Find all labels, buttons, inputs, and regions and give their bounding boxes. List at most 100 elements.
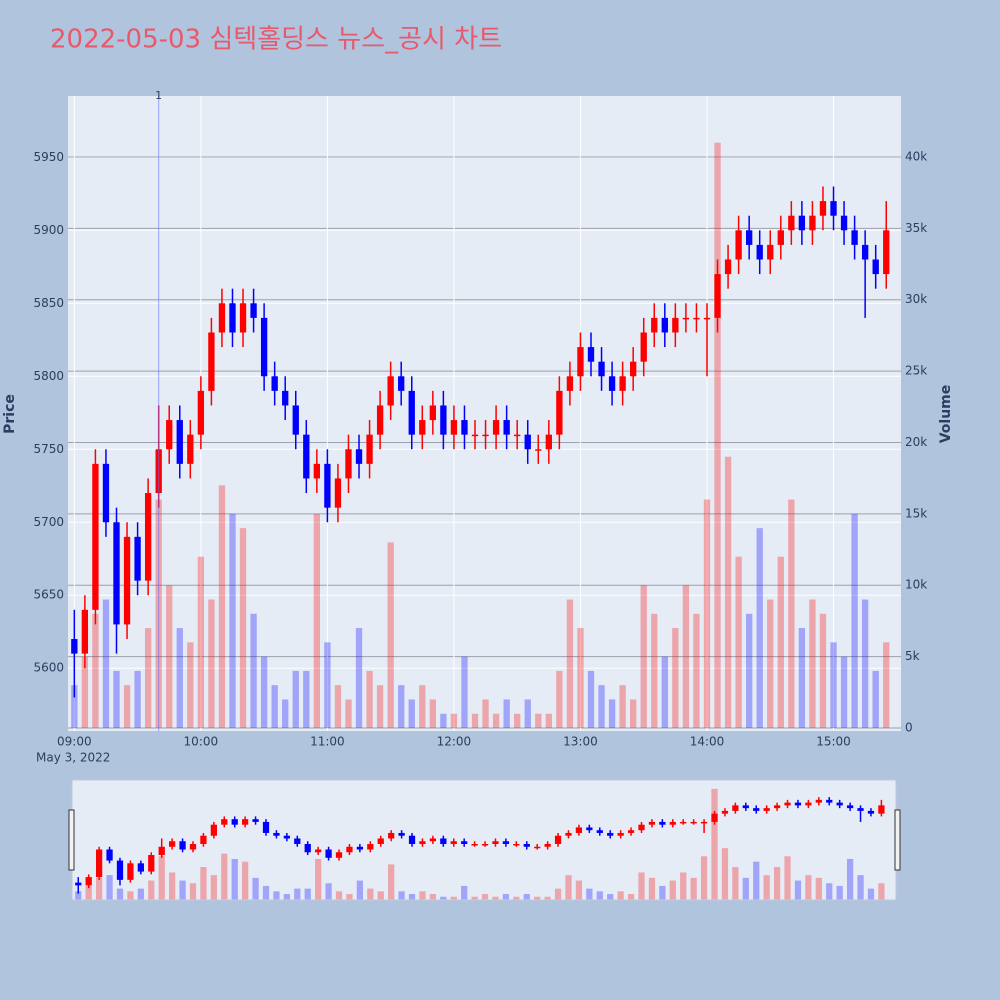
candle-body [92,463,99,610]
candle-body [450,841,457,844]
volume-bar [334,685,342,729]
volume-bar [545,713,552,729]
x-tick-label: 11:00 [310,735,345,749]
y-tick-label: 5650 [33,588,64,602]
candle-body [356,846,364,850]
volume-bar [471,713,479,729]
candle-body [700,821,708,824]
y2-tick-label: 15k [905,506,927,520]
slider-handle[interactable] [68,809,75,871]
candle-body [732,805,739,811]
candle-body [840,215,848,231]
volume-bar [355,628,363,729]
candle-body [231,819,238,825]
candle-body [492,420,500,435]
candle-body [846,805,854,809]
candle-body [661,317,668,333]
volume-bar [794,880,802,900]
volume-bar [756,528,763,729]
volume-bar [672,628,679,729]
volume-bar [440,713,447,729]
volume-bar [809,599,816,729]
volume-bar [273,891,280,900]
y-tick-label: 5750 [33,442,64,456]
volume-bar [617,891,624,900]
candle-body [200,835,207,844]
candle-body [334,478,342,508]
slider-handle[interactable] [894,809,901,871]
x-sublabel: May 3, 2022 [36,751,110,765]
volume-bar [450,713,458,729]
volume-bar [587,670,595,729]
volume-bar [179,880,186,900]
volume-bar [566,599,574,729]
volume-bar [408,699,415,729]
candle-body [313,463,321,479]
volume-bar [408,894,416,900]
candle-body [482,434,489,437]
volume-bar [640,585,647,729]
candle-body [724,259,732,275]
volume-bar [745,613,753,729]
volume-bar [846,858,854,900]
volume-bar [753,861,760,900]
candle-body [524,434,531,450]
y-tick-label: 5600 [33,661,64,675]
volume-bar [313,513,321,729]
candle-body [429,405,436,421]
candle-body [283,835,290,839]
y2-tick-label: 5k [905,649,920,663]
candle-body [819,201,827,216]
candle-body [294,838,301,844]
volume-bar [638,872,645,900]
volume-bar [346,894,353,900]
candle-body [544,844,551,847]
volume-bar [366,670,373,729]
x-tick-label: 09:00 [57,735,92,749]
volume-bar [208,599,215,729]
candle-body [826,799,833,803]
candle-body [648,821,656,825]
volume-bar [377,891,384,900]
volume-bar [627,894,635,900]
volume-bar [283,894,290,900]
candle-body [777,230,784,245]
volume-bar [419,891,426,900]
candle-body [398,376,405,391]
candle-body [197,390,205,435]
volume-bar [680,872,687,900]
volume-bar [294,888,301,900]
candle-body [627,830,635,833]
volume-bar [534,896,541,900]
candle-body [450,420,458,435]
x-tick-label: 14:00 [690,735,725,749]
volume-bar [292,670,299,729]
candle-body [408,390,415,435]
candle-body [398,832,405,836]
candle-body [144,493,152,581]
volume-bar [867,888,875,900]
candle-body [784,802,791,806]
candle-body [703,317,711,320]
candle-body [554,835,562,844]
range-slider[interactable] [71,779,897,901]
candle-body [805,802,812,806]
volume-bar [690,877,697,900]
volume-bar [815,877,822,900]
volume-bar [492,713,500,729]
volume-bar [231,858,238,900]
plot-area [68,96,901,731]
candle-body [346,846,353,853]
volume-bar [805,875,812,900]
volume-bar [242,861,249,900]
candle-body [721,810,729,814]
candle-body [271,376,278,391]
volume-bar [735,556,742,729]
volume-bar [630,699,637,729]
volume-bar [648,877,656,900]
candle-body [324,463,331,508]
candle-body [872,259,879,275]
candle-body [471,434,479,437]
volume-bar [523,894,530,900]
